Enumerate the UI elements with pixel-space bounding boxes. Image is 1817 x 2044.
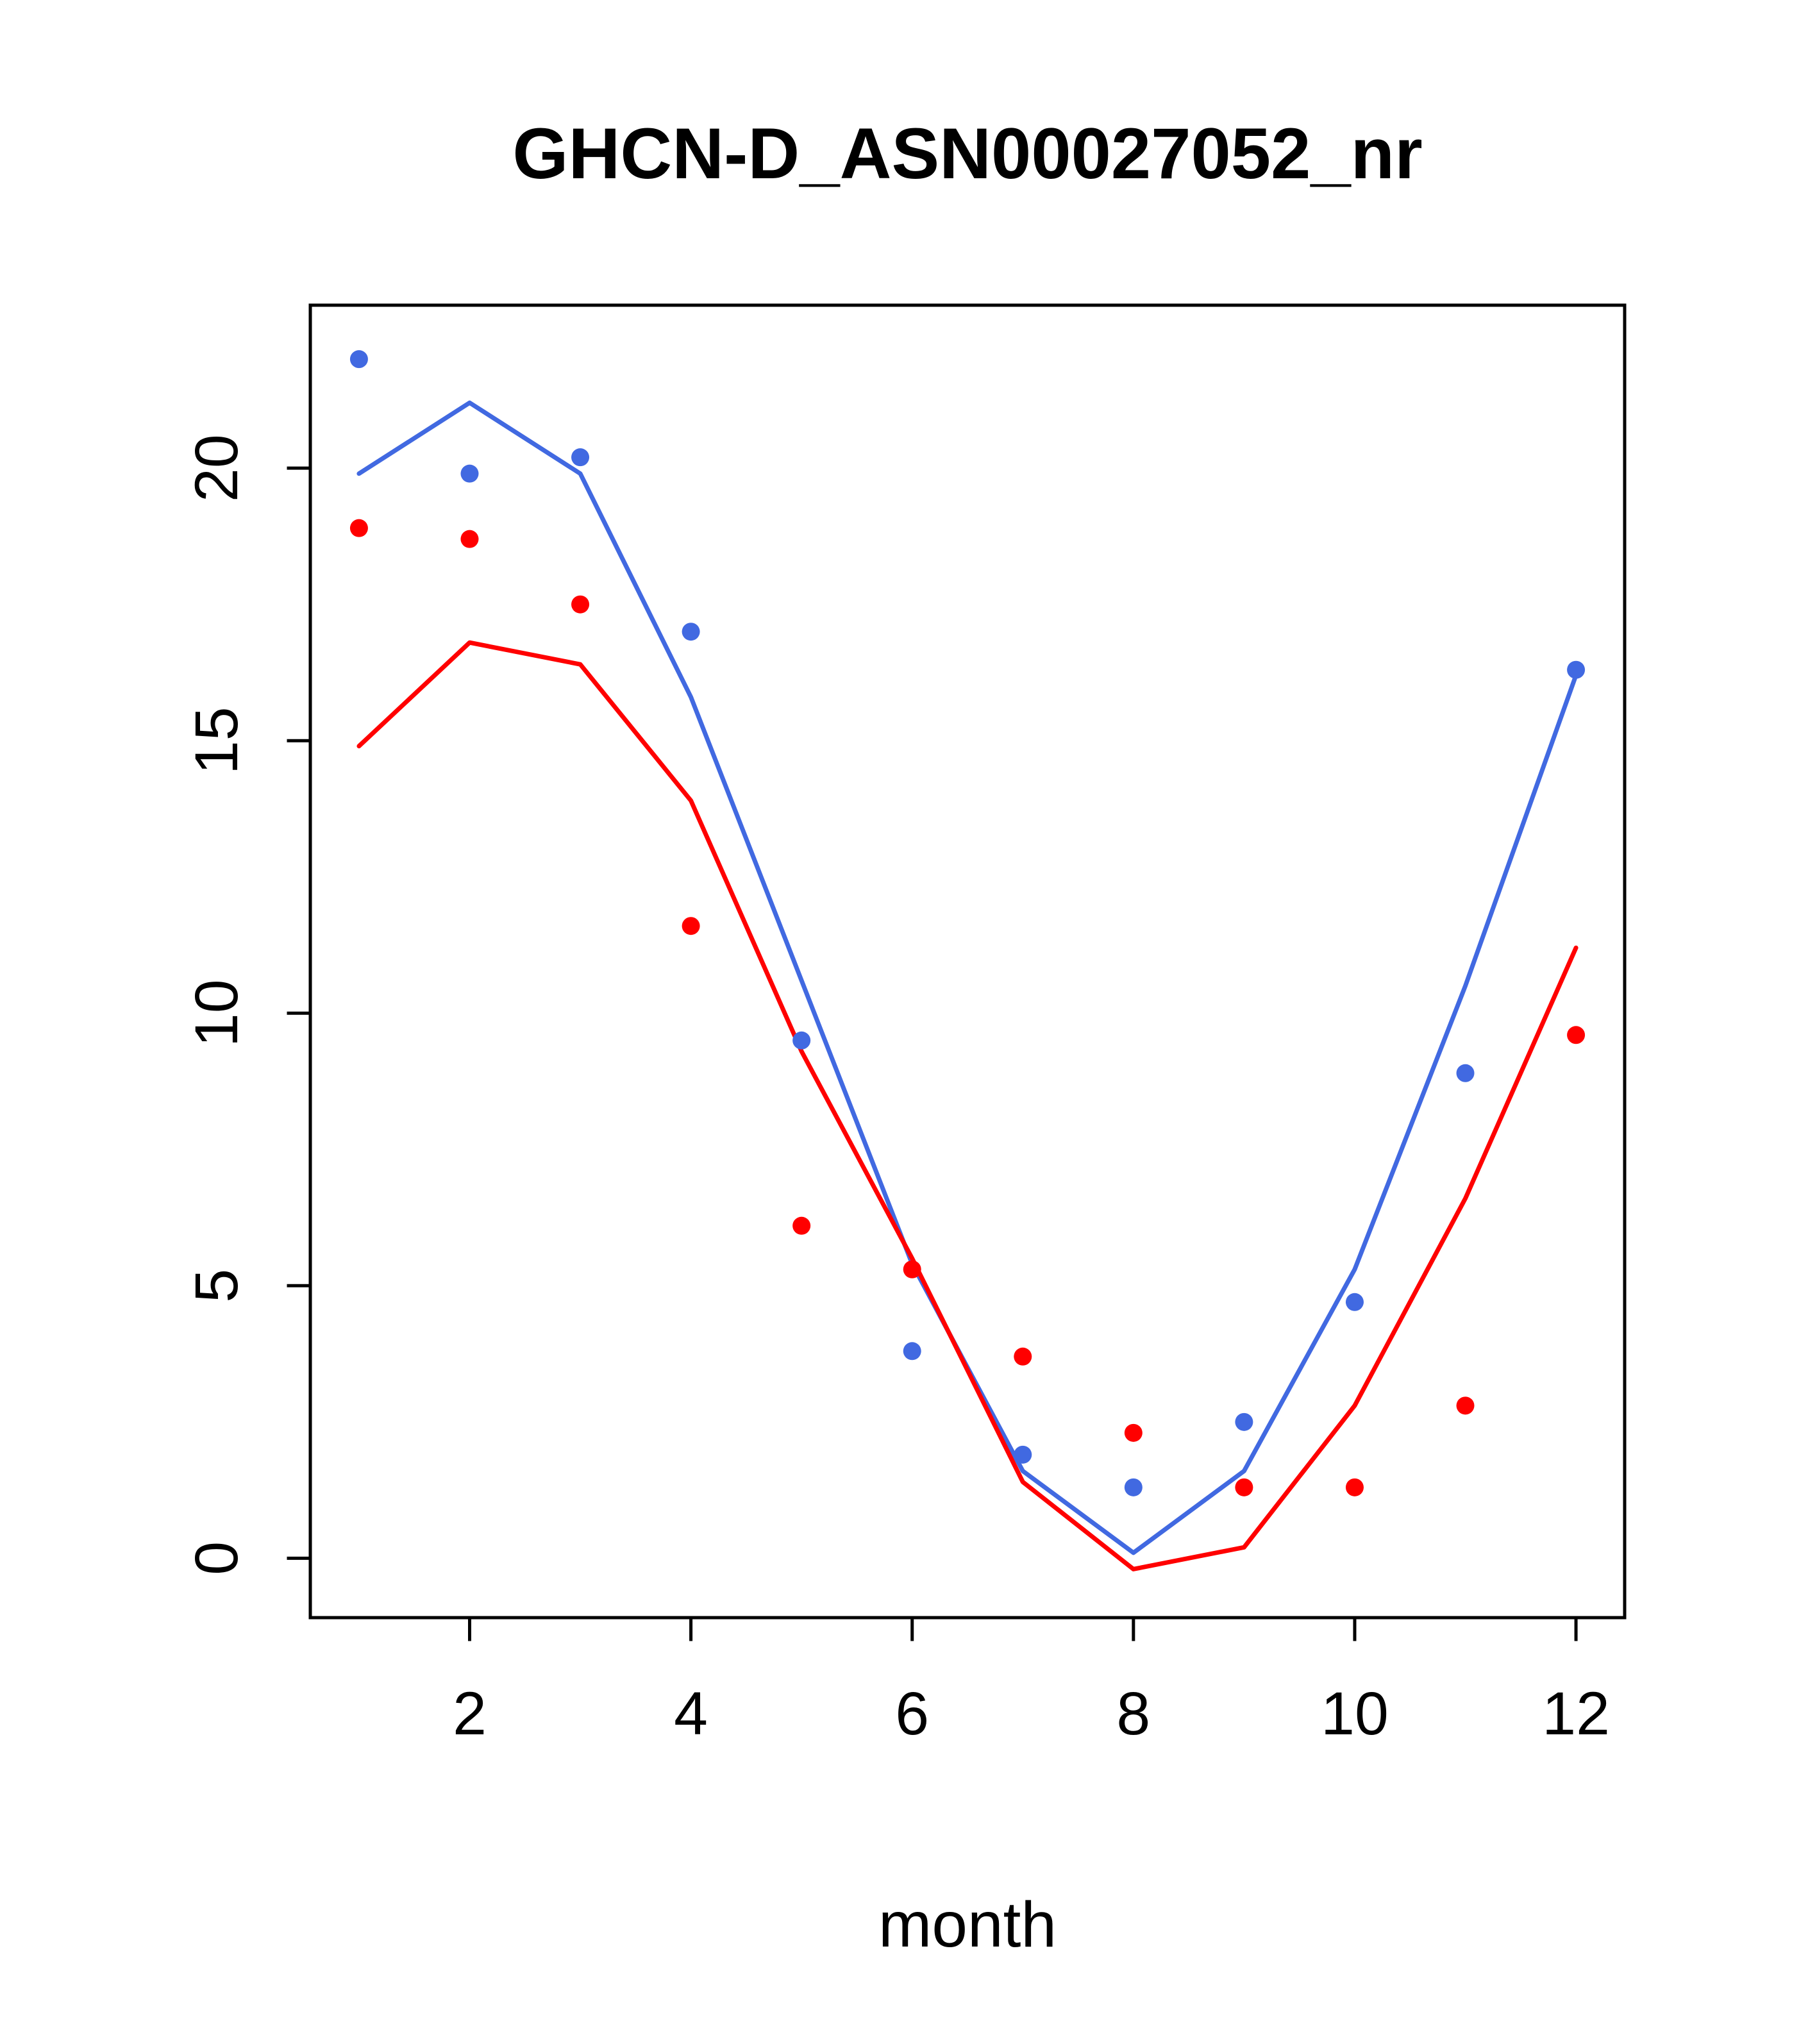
red-points-marker	[903, 1260, 921, 1278]
red-points-marker	[682, 917, 700, 935]
x-tick-label: 6	[895, 1680, 929, 1748]
y-tick-label: 20	[183, 434, 251, 502]
red-points-marker	[571, 595, 590, 614]
y-tick-label: 5	[183, 1269, 251, 1303]
x-tick-label: 4	[674, 1680, 708, 1748]
x-tick-label: 10	[1321, 1680, 1389, 1748]
blue-points-marker	[792, 1031, 811, 1050]
x-tick-label: 2	[453, 1680, 487, 1748]
blue-points-marker	[349, 350, 368, 369]
blue-points-marker	[1235, 1412, 1253, 1431]
y-axis: 0 5 10 15 20	[183, 434, 309, 1575]
x-tick-label: 12	[1542, 1680, 1610, 1748]
blue-points-marker	[1456, 1064, 1475, 1082]
blue-points-marker	[1345, 1293, 1364, 1311]
red-points-marker	[460, 530, 479, 548]
red-points-marker	[1456, 1396, 1475, 1415]
red-line	[356, 640, 1578, 1571]
plot-border	[308, 303, 1627, 1620]
red-points-marker	[1124, 1423, 1143, 1442]
blue-points-marker	[1124, 1478, 1143, 1496]
red-points-marker	[1567, 1026, 1586, 1044]
red-points-marker	[1014, 1347, 1032, 1366]
blue-points-marker	[682, 623, 700, 641]
y-tick-label: 0	[183, 1541, 251, 1575]
red-points-marker	[792, 1216, 811, 1235]
x-axis-label: month	[878, 1889, 1057, 1961]
blue-points-marker	[460, 464, 479, 483]
blue-line	[356, 400, 1578, 1555]
blue-points-marker	[571, 448, 590, 467]
blue-points	[349, 350, 1586, 1496]
blue-points-marker	[903, 1342, 921, 1361]
red-points-marker	[349, 519, 368, 537]
chart-title: GHCN-D_ASN00027052_nr	[512, 113, 1423, 194]
blue-points-marker	[1567, 660, 1586, 679]
red-points	[349, 519, 1586, 1496]
blue-points-marker	[1014, 1445, 1032, 1464]
x-axis: 2 4 6 8 10 12	[453, 1619, 1610, 1748]
red-points-marker	[1235, 1478, 1253, 1496]
x-tick-label: 8	[1116, 1680, 1150, 1748]
red-points-marker	[1345, 1478, 1364, 1496]
y-tick-label: 15	[183, 707, 251, 775]
y-tick-label: 10	[183, 979, 251, 1047]
